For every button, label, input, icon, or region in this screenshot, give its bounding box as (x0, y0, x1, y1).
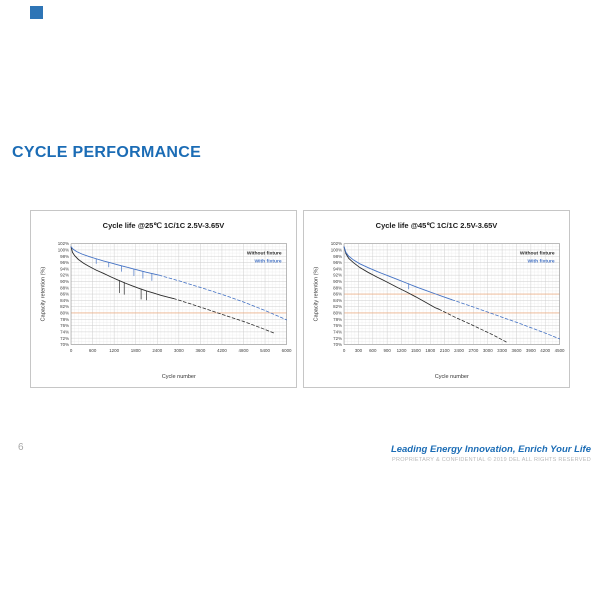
svg-text:88%: 88% (333, 285, 342, 290)
svg-text:3600: 3600 (512, 348, 522, 353)
svg-text:600: 600 (89, 348, 97, 353)
svg-text:4800: 4800 (239, 348, 249, 353)
legend-entry: With fixture (528, 258, 555, 264)
svg-text:102%: 102% (331, 241, 342, 246)
series-with-fixture (70, 246, 287, 321)
svg-text:84%: 84% (333, 298, 342, 303)
cycle-life-45c-chart: Cycle life @45℃ 1C/1C 2.5V-3.65V 102% 100%… (313, 221, 565, 380)
svg-text:1200: 1200 (397, 348, 407, 353)
svg-text:98%: 98% (333, 254, 342, 259)
svg-text:100%: 100% (331, 248, 342, 253)
svg-text:100%: 100% (58, 248, 69, 253)
svg-text:90%: 90% (333, 279, 342, 284)
svg-text:96%: 96% (60, 260, 69, 265)
chart-panel-45c: Cycle life @45℃ 1C/1C 2.5V-3.65V 102% 100%… (303, 210, 570, 388)
svg-text:4200: 4200 (540, 348, 550, 353)
svg-text:3900: 3900 (526, 348, 536, 353)
svg-text:3300: 3300 (497, 348, 507, 353)
legend-entry: With fixture (255, 258, 282, 264)
svg-text:72%: 72% (60, 336, 69, 341)
svg-text:300: 300 (355, 348, 363, 353)
svg-text:90%: 90% (60, 279, 69, 284)
chart-title: Cycle life @45℃ 1C/1C 2.5V-3.65V (376, 221, 498, 230)
svg-text:74%: 74% (60, 329, 69, 334)
svg-text:3600: 3600 (195, 348, 205, 353)
series-without-fixture (343, 246, 508, 343)
svg-text:2100: 2100 (440, 348, 450, 353)
svg-text:70%: 70% (333, 342, 342, 347)
page-number: 6 (18, 442, 24, 453)
svg-text:4500: 4500 (555, 348, 565, 353)
svg-text:98%: 98% (60, 254, 69, 259)
svg-text:76%: 76% (333, 323, 342, 328)
svg-text:86%: 86% (333, 292, 342, 297)
chart-title: Cycle life @25℃ 1C/1C 2.5V-3.65V (103, 221, 225, 230)
footer-legal: PROPRIETARY & CONFIDENTIAL © 2019 DEL AL… (392, 457, 591, 463)
svg-text:86%: 86% (60, 292, 69, 297)
svg-text:3000: 3000 (483, 348, 493, 353)
legend-entry: Without fixture (247, 251, 282, 257)
svg-text:102%: 102% (58, 241, 69, 246)
svg-text:2700: 2700 (468, 348, 478, 353)
footer-tagline: Leading Energy Innovation, Enrich Your L… (390, 444, 591, 455)
svg-text:0: 0 (70, 348, 73, 353)
x-tick-labels: 0 600 1200 1800 2400 3000 3600 4200 4800 5400 6000 (70, 348, 292, 353)
plot-border (343, 243, 560, 345)
x-tick-labels: 0 300 600 900 1200 1500 1800 2100 2400 2700 3000 33… (343, 348, 565, 353)
svg-text:74%: 74% (333, 329, 342, 334)
svg-text:80%: 80% (333, 311, 342, 316)
svg-text:70%: 70% (60, 342, 69, 347)
svg-text:1500: 1500 (411, 348, 421, 353)
svg-text:96%: 96% (333, 260, 342, 265)
svg-text:1800: 1800 (425, 348, 435, 353)
svg-text:2400: 2400 (454, 348, 464, 353)
svg-text:5400: 5400 (260, 348, 270, 353)
svg-text:1800: 1800 (131, 348, 141, 353)
footer: Leading Energy Innovation, Enrich Your L… (391, 444, 591, 463)
y-axis-label: Capacity retention (%) (313, 267, 319, 322)
charts-row: Cycle life @25℃ 1C/1C 2.5V-3.65V 102% 100%… (30, 210, 570, 388)
page-title: CYCLE PERFORMANCE (12, 144, 202, 161)
legend-entry: Without fixture (520, 251, 555, 257)
svg-text:94%: 94% (60, 266, 69, 271)
svg-text:0: 0 (343, 348, 346, 353)
svg-text:1200: 1200 (109, 348, 119, 353)
svg-text:2400: 2400 (152, 348, 162, 353)
plot-border (70, 243, 287, 345)
svg-text:4200: 4200 (217, 348, 227, 353)
svg-text:88%: 88% (60, 285, 69, 290)
svg-text:94%: 94% (333, 266, 342, 271)
y-tick-labels: 102% 100%98%96%94% 92%90%88% 86%84%82% 80%78… (331, 241, 342, 347)
svg-text:76%: 76% (60, 323, 69, 328)
svg-text:82%: 82% (60, 304, 69, 309)
svg-text:78%: 78% (60, 317, 69, 322)
svg-text:84%: 84% (60, 298, 69, 303)
svg-text:80%: 80% (60, 311, 69, 316)
cycle-life-25c-chart: Cycle life @25℃ 1C/1C 2.5V-3.65V 102% 100%… (40, 221, 292, 380)
svg-text:72%: 72% (333, 336, 342, 341)
x-axis-label: Cycle number (162, 374, 196, 380)
svg-text:82%: 82% (333, 304, 342, 309)
svg-text:78%: 78% (333, 317, 342, 322)
series-with-fixture (343, 246, 560, 340)
series-without-fixture (70, 246, 275, 334)
svg-text:900: 900 (383, 348, 391, 353)
x-axis-label: Cycle number (435, 374, 469, 380)
svg-text:600: 600 (369, 348, 377, 353)
logo-mark (30, 6, 43, 19)
y-tick-labels: 102% 100%98%96%94% 92%90%88% 86%84%82% 80%78… (58, 241, 69, 347)
y-axis-label: Capacity retention (%) (40, 267, 46, 322)
chart-panel-25c: Cycle life @25℃ 1C/1C 2.5V-3.65V 102% 100%… (30, 210, 297, 388)
svg-text:3000: 3000 (174, 348, 184, 353)
svg-text:92%: 92% (333, 273, 342, 278)
svg-text:6000: 6000 (282, 348, 292, 353)
svg-text:92%: 92% (60, 273, 69, 278)
